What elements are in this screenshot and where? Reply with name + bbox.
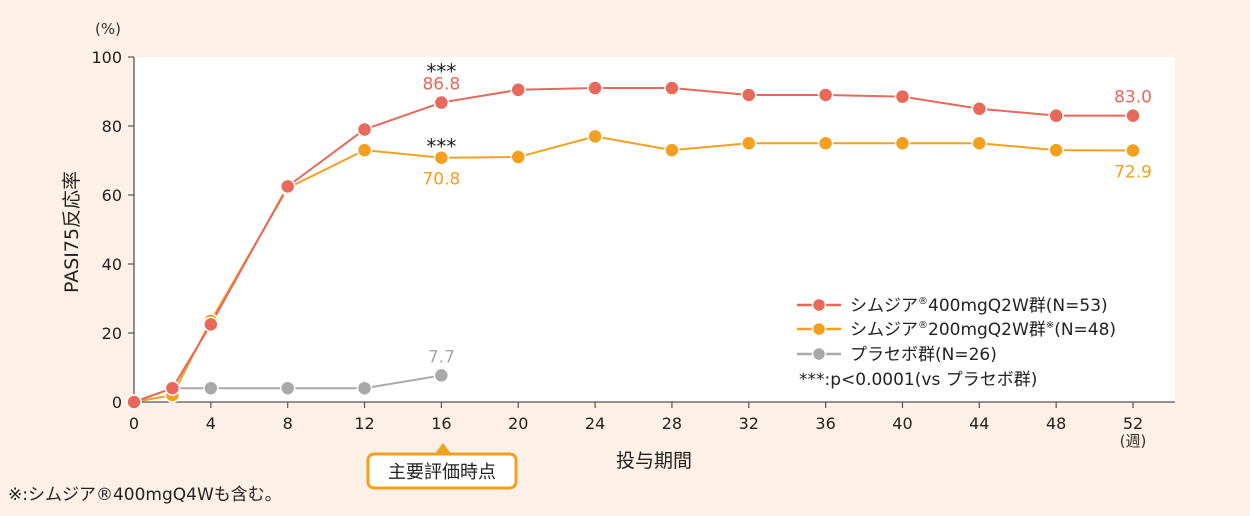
data-point-s1 (817, 135, 834, 151)
data-point-s2 (356, 380, 373, 396)
data-label: 7.7 (428, 347, 455, 367)
legend-item-placebo: プラセボ群(N=26) (797, 345, 997, 365)
data-point-s0 (817, 87, 834, 103)
legend-item-200mg: シムジア®200mgQ2W群※(N=48) (797, 320, 1116, 340)
y-tick-label: 60 (102, 186, 122, 205)
data-point-s0 (510, 82, 526, 98)
primary-endpoint-callout: 主要評価時点 (366, 443, 518, 490)
y-axis-title: PASI75反応率 (61, 171, 83, 293)
x-tick-label: 48 (1046, 414, 1066, 433)
legend-marker-placebo (811, 346, 827, 362)
legend-marker-200mg (811, 321, 827, 337)
data-point-s0 (894, 88, 911, 105)
y-tick-label: 40 (102, 255, 122, 274)
primary-endpoint-label: 主要評価時点 (388, 462, 496, 483)
significance-note: ***:p<0.0001(vs プラセボ群) (799, 370, 1037, 390)
x-tick-label: 16 (431, 414, 451, 433)
significance-marker: *** (426, 135, 456, 159)
data-point-s0 (664, 80, 680, 96)
data-point-s1 (1125, 142, 1141, 159)
data-point-s0 (587, 80, 603, 96)
data-point-s0 (203, 316, 219, 333)
data-point-s1 (971, 135, 988, 151)
x-tick-label: 28 (662, 414, 682, 433)
x-tick-label: 24 (585, 414, 605, 433)
legend-item-400mg: シムジア®400mgQ2W群(N=53) (797, 296, 1108, 316)
x-tick-label: 52 (1123, 414, 1143, 433)
primary-endpoint-box (366, 452, 518, 490)
x-tick-label: 44 (969, 414, 989, 433)
legend-marker-400mg (811, 297, 827, 313)
y-tick-label: 100 (91, 48, 122, 67)
data-point-s0 (433, 94, 450, 111)
primary-endpoint-arrow (434, 443, 452, 455)
data-label: 86.8 (422, 75, 460, 95)
data-point-s1 (356, 142, 373, 158)
x-unit-label: (週) (1120, 432, 1147, 450)
y-tick-label: 0 (112, 393, 122, 412)
plot-area (134, 57, 1175, 402)
y-tick-label: 20 (102, 324, 122, 343)
data-point-s1 (433, 149, 450, 166)
x-tick-label: 12 (354, 414, 374, 433)
data-point-s1 (1048, 142, 1064, 158)
x-tick-label: 4 (206, 414, 216, 433)
x-tick-label: 36 (815, 414, 835, 433)
y-tick-label: 80 (102, 117, 122, 136)
data-point-s0 (126, 394, 142, 410)
x-tick-label: 40 (892, 414, 912, 433)
data-point-s2 (433, 367, 450, 384)
data-label: 83.0 (1114, 88, 1152, 108)
x-tick-label: 20 (508, 414, 528, 433)
x-axis-title: 投与期間 (616, 450, 692, 472)
data-point-s0 (1125, 107, 1141, 124)
y-unit-label: (%) (95, 20, 121, 38)
data-point-s1 (510, 149, 526, 165)
legend-label-placebo: プラセボ群(N=26) (850, 345, 997, 365)
footnote: ※:シムジア®400mgQ4Wも含む。 (8, 485, 282, 505)
legend-label-200mg: シムジア®200mgQ2W群※(N=48) (850, 320, 1116, 340)
x-tick-label: 8 (283, 414, 293, 433)
data-point-s2 (203, 380, 219, 396)
data-point-s1 (587, 128, 603, 145)
x-tick-label: 0 (129, 414, 139, 433)
legend-label-400mg: シムジア®400mgQ2W群(N=53) (850, 296, 1108, 316)
data-label: 70.8 (422, 170, 460, 190)
data-point-s1 (894, 135, 911, 151)
data-point-s1 (664, 142, 680, 158)
data-point-s1 (741, 135, 757, 151)
data-point-s0 (164, 380, 181, 396)
data-label: 72.9 (1114, 162, 1152, 182)
x-tick-label: 32 (739, 414, 759, 433)
data-point-s0 (971, 101, 988, 117)
data-point-s2 (279, 380, 296, 396)
legend: シムジア®400mgQ2W群(N=53) シムジア®200mgQ2W群※(N=4… (797, 296, 1116, 390)
data-point-s0 (741, 87, 757, 103)
data-point-s0 (279, 178, 296, 195)
significance-marker: *** (426, 60, 456, 84)
data-point-s0 (356, 121, 373, 138)
data-point-s0 (1048, 107, 1064, 124)
